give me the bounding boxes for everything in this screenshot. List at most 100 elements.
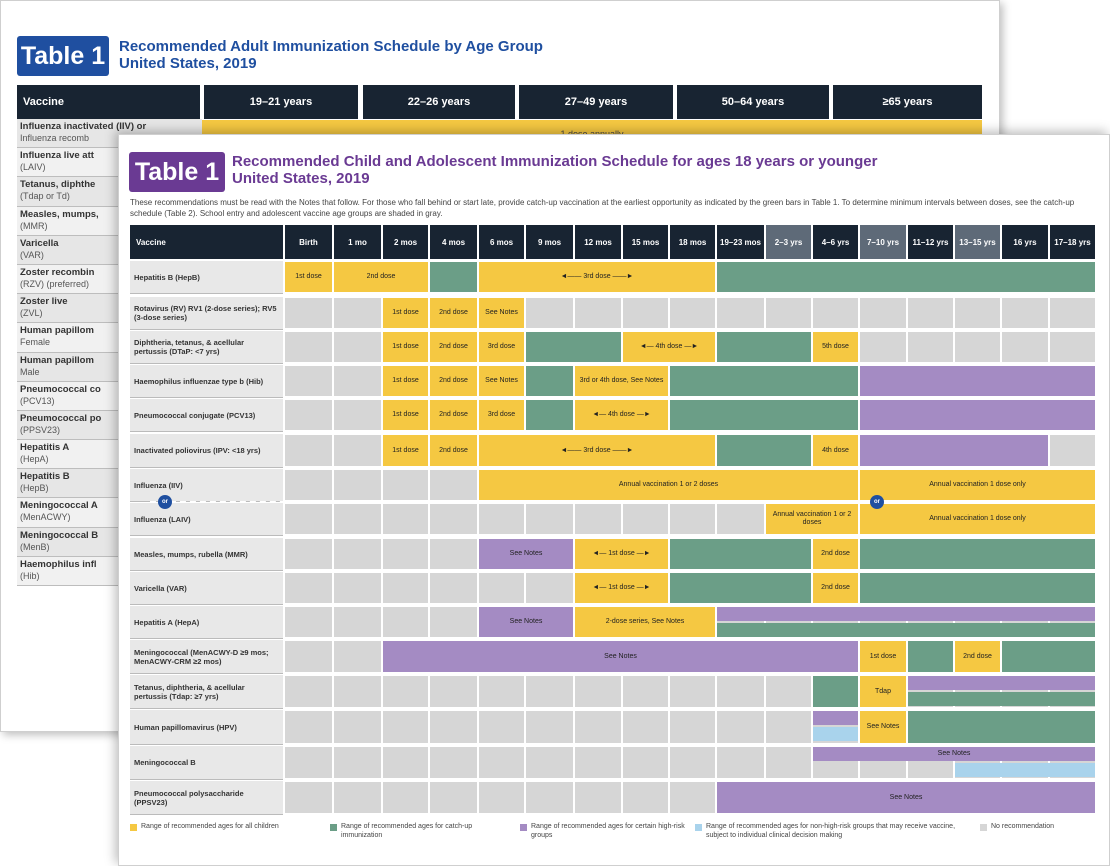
empty-cell (285, 539, 332, 569)
empty-cell (285, 366, 332, 396)
dtap-dose4: ◄— 4th dose —► (623, 332, 715, 362)
vaccine-row-label: Haemophilus influenzae type b (Hib) (130, 365, 283, 398)
hepb-catchup-late (717, 262, 1095, 292)
age-column-header: 18 mos (670, 225, 715, 259)
empty-cell (575, 747, 621, 778)
empty-cell (717, 504, 764, 534)
vaccine-abbreviation: (HepA) (20, 454, 49, 465)
empty-cell (479, 747, 524, 778)
influenza-laiv-annual-1: Annual vaccination 1 dose only (860, 504, 1095, 534)
empty-cell (334, 470, 381, 500)
vaccine-abbreviation: (Tdap or Td) (20, 191, 70, 202)
empty-cell (285, 782, 332, 813)
empty-cell (383, 539, 428, 569)
empty-cell (383, 607, 428, 637)
empty-cell (670, 711, 715, 743)
age-column-header: 2 mos (383, 225, 428, 259)
rv-dose1: 1st dose (383, 298, 428, 328)
age-column-header: Birth (285, 225, 332, 259)
empty-cell (955, 332, 1000, 362)
vaccine-abbreviation: (Hib) (20, 570, 40, 581)
legend-swatch (695, 824, 702, 831)
empty-cell (285, 607, 332, 637)
hepa-catchup (717, 623, 1095, 637)
ipv-catchup (717, 435, 811, 466)
age-column-header: 19–21 years (204, 85, 358, 119)
empty-cell (334, 504, 381, 534)
empty-cell (334, 400, 381, 430)
vaccine-name: Measles, mumps, (20, 208, 99, 220)
menacwy-dose2: 2nd dose (955, 641, 1000, 672)
legend-item: Range of recommended ages for non-high-r… (695, 823, 965, 840)
influenza-iiv-annual: Annual vaccination 1 or 2 doses (479, 470, 858, 500)
tdap-catchup (813, 676, 858, 707)
empty-cell (430, 676, 477, 707)
empty-cell (526, 573, 573, 603)
empty-cell (334, 573, 381, 603)
tdap-high-risk (908, 676, 1095, 690)
var-catchup (670, 573, 811, 603)
legend-label: No recommendation (991, 823, 1055, 830)
legend-swatch (980, 824, 987, 831)
empty-cell (334, 782, 381, 813)
vaccine-row-label: Pneumococcal conjugate (PCV13) (130, 399, 283, 432)
pcv-dose4: ◄— 4th dose —► (575, 400, 668, 430)
empty-cell (430, 782, 477, 813)
influenza-laiv-annual: Annual vaccination 1 or 2 doses (766, 504, 858, 534)
vaccine-row-label: Human papillomavirus (HPV) (130, 710, 283, 745)
legend-item: Range of recommended ages for certain hi… (520, 823, 690, 840)
empty-cell (334, 676, 381, 707)
empty-cell (334, 332, 381, 362)
empty-cell (717, 711, 764, 743)
pcv-dose3: 3rd dose (479, 400, 524, 430)
age-column-header: 7–10 yrs (860, 225, 906, 259)
empty-cell (285, 400, 332, 430)
vaccine-row-label: Varicella (VAR) (130, 572, 283, 605)
schedule-note: These recommendations must be read with … (130, 198, 1075, 218)
var-catchup-2 (860, 573, 1095, 603)
hib-catchup-2 (670, 366, 858, 396)
legend-label: Range of recommended ages for catch-up i… (341, 823, 473, 839)
empty-cell (430, 470, 477, 500)
age-column-header: 9 mos (526, 225, 573, 259)
empty-cell (334, 298, 381, 328)
dtap-catchup (526, 332, 621, 362)
age-column-header: 2–3 yrs (766, 225, 811, 259)
vaccine-row-label: Tetanus, diphtheria, & acellular pertuss… (130, 675, 283, 709)
hib-catchup (526, 366, 573, 396)
empty-cell (908, 332, 953, 362)
vaccine-abbreviation: Female (20, 337, 51, 348)
vaccine-row-label: Hepatitis B (HepB) (130, 261, 283, 294)
dtap-catchup-2 (717, 332, 811, 362)
empty-cell (575, 676, 621, 707)
empty-cell (383, 504, 428, 534)
age-column-header: 16 yrs (1002, 225, 1048, 259)
age-column-header: 13–15 yrs (955, 225, 1000, 259)
vaccine-row-label: Inactivated poliovirus (IPV: <18 yrs) (130, 434, 283, 468)
legend-item: Range of recommended ages for all childr… (130, 823, 310, 832)
vaccine-abbreviation: Influenza recomb (20, 133, 90, 143)
hpv-shared (813, 727, 858, 741)
ipv-dose3: ◄—— 3rd dose ——► (479, 435, 715, 466)
dtap-dose3: 3rd dose (479, 332, 524, 362)
empty-cell (334, 435, 381, 466)
or-badge: or (158, 495, 172, 509)
empty-cell (575, 711, 621, 743)
hpv-catchup (908, 711, 1095, 743)
empty-cell (526, 782, 573, 813)
empty-cell (479, 573, 524, 603)
empty-cell (670, 504, 715, 534)
empty-cell (1002, 332, 1048, 362)
vaccine-abbreviation: (MMR) (20, 220, 48, 231)
empty-cell (285, 298, 332, 328)
vaccine-abbreviation: (PPSV23) (20, 424, 61, 435)
mmr-dose2: 2nd dose (813, 539, 858, 569)
mmr-catchup (670, 539, 811, 569)
vaccine-name: Pneumococcal co (20, 383, 101, 395)
vaccine-column-header: Vaccine (17, 85, 200, 119)
vaccine-row-label: Influenza (LAIV) (130, 503, 283, 536)
pcv-dose2: 2nd dose (430, 400, 477, 430)
vaccine-name: Zoster recombin (20, 266, 95, 278)
vaccine-name: Human papillom (20, 325, 94, 337)
pcv-catchup (526, 400, 573, 430)
